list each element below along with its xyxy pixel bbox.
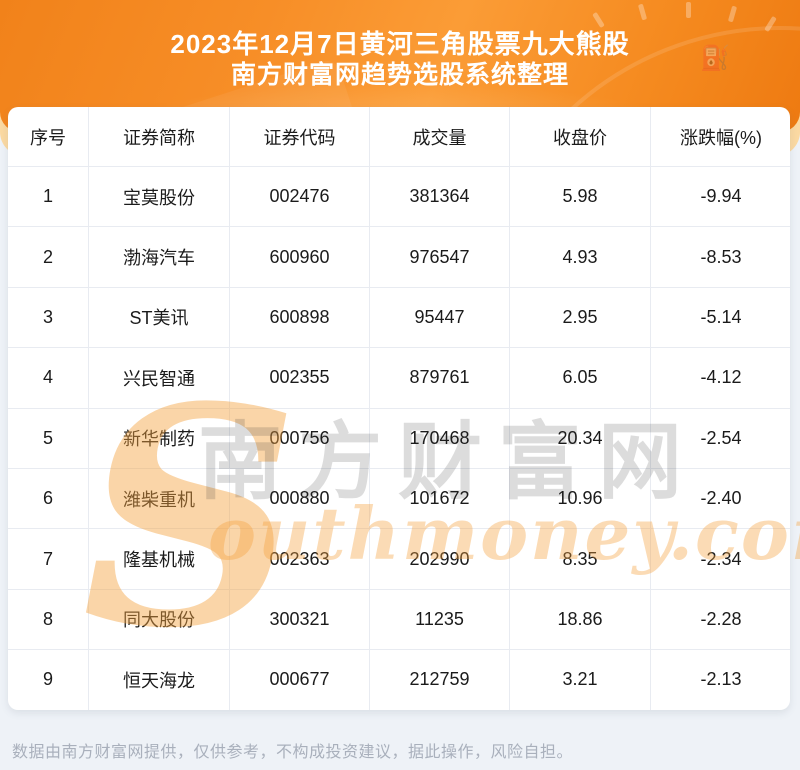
table-cell: 1	[8, 165, 89, 228]
table-cell: 3.21	[509, 649, 651, 710]
table-cell: 9	[8, 649, 89, 710]
table-cell: 5.98	[509, 165, 651, 228]
table-row: 2 渤海汽车 600960 976547 4.93 -8.53	[8, 226, 790, 288]
column-header-volume: 成交量	[369, 107, 510, 167]
table-cell: 恒天海龙	[88, 649, 230, 710]
table-cell: 300321	[229, 588, 370, 651]
table-cell: 同大股份	[88, 588, 230, 651]
table-cell: 212759	[369, 649, 510, 710]
table-cell: 新华制药	[88, 407, 230, 469]
table-cell: 11235	[369, 588, 510, 651]
table-cell: -2.34	[650, 528, 790, 590]
table-header-row: 序号 证券简称 证券代码 成交量 收盘价 涨跌幅(%)	[8, 107, 790, 167]
page-title-line2: 南方财富网趋势选股系统整理	[230, 61, 569, 89]
page-title-line1: 2023年12月7日黄河三角股票九大熊股	[170, 29, 630, 59]
table-cell: 600960	[229, 226, 370, 288]
table-row: 8 同大股份 300321 11235 18.86 -2.28	[8, 588, 790, 651]
table-cell: 18.86	[509, 588, 651, 651]
table-cell: 渤海汽车	[88, 226, 230, 288]
stock-table: 序号 证券简称 证券代码 成交量 收盘价 涨跌幅(%) 1 宝莫股份 002476 3…	[8, 107, 790, 710]
table-row: 9 恒天海龙 000677 212759 3.21 -2.13	[8, 649, 790, 710]
table-cell: 170468	[369, 407, 510, 469]
table-cell: 879761	[369, 347, 510, 409]
table-cell: 20.34	[509, 407, 651, 469]
table-row: 4 兴民智通 002355 879761 6.05 -4.12	[8, 347, 790, 409]
table-cell: 6.05	[509, 347, 651, 409]
table-cell: 381364	[369, 165, 510, 228]
column-header-close: 收盘价	[509, 107, 651, 167]
table-row: 3 ST美讯 600898 95447 2.95 -5.14	[8, 286, 790, 349]
table-cell: -8.53	[650, 226, 790, 288]
table-cell: 101672	[369, 467, 510, 530]
table-cell: 202990	[369, 528, 510, 590]
table-cell: 600898	[229, 286, 370, 349]
table-cell: 002355	[229, 347, 370, 409]
table-cell: 7	[8, 528, 89, 590]
table-cell: -4.12	[650, 347, 790, 409]
table-cell: -5.14	[650, 286, 790, 349]
gauge-tick-icon	[592, 11, 605, 29]
gauge-tick-icon	[727, 5, 738, 23]
table-cell: 000880	[229, 467, 370, 530]
table-cell: 000677	[229, 649, 370, 710]
table-cell: 2	[8, 226, 89, 288]
table-cell: -2.40	[650, 467, 790, 530]
table-cell: 6	[8, 467, 89, 530]
table-cell: 3	[8, 286, 89, 349]
column-header-name: 证券简称	[88, 107, 230, 167]
table-row: 6 潍柴重机 000880 101672 10.96 -2.40	[8, 467, 790, 530]
table-cell: 4.93	[509, 226, 651, 288]
column-header-change: 涨跌幅(%)	[650, 107, 790, 167]
table-row: 7 隆基机械 002363 202990 8.35 -2.34	[8, 528, 790, 590]
table-cell: ST美讯	[88, 286, 230, 349]
table-cell: 宝莫股份	[88, 165, 230, 228]
stock-table-body: 1 宝莫股份 002476 381364 5.98 -9.94 2 渤海汽车 600960 976…	[8, 165, 790, 710]
table-row: 5 新华制药 000756 170468 20.34 -2.54	[8, 407, 790, 469]
table-cell: 4	[8, 347, 89, 409]
table-cell: 8	[8, 588, 89, 651]
table-cell: 976547	[369, 226, 510, 288]
table-cell: 002476	[229, 165, 370, 228]
table-cell: 潍柴重机	[88, 467, 230, 530]
gauge-tick-icon	[637, 3, 648, 21]
gauge-tick-icon	[686, 2, 691, 18]
table-cell: -2.54	[650, 407, 790, 469]
stock-table-card: 序号 证券简称 证券代码 成交量 收盘价 涨跌幅(%) 1 宝莫股份 002476 3…	[8, 107, 790, 710]
table-cell: 兴民智通	[88, 347, 230, 409]
table-cell: 10.96	[509, 467, 651, 530]
table-cell: 5	[8, 407, 89, 469]
table-cell: -2.28	[650, 588, 790, 651]
table-cell: 2.95	[509, 286, 651, 349]
table-cell: 8.35	[509, 528, 651, 590]
table-cell: 002363	[229, 528, 370, 590]
table-cell: -9.94	[650, 165, 790, 228]
table-cell: -2.13	[650, 649, 790, 710]
table-cell: 95447	[369, 286, 510, 349]
disclaimer-text: 数据由南方财富网提供，仅供参考，不构成投资建议，据此操作，风险自担。	[12, 744, 574, 761]
table-cell: 隆基机械	[88, 528, 230, 590]
table-cell: 000756	[229, 407, 370, 469]
column-header-index: 序号	[8, 107, 89, 167]
table-row: 1 宝莫股份 002476 381364 5.98 -9.94	[8, 165, 790, 228]
column-header-code: 证券代码	[229, 107, 370, 167]
